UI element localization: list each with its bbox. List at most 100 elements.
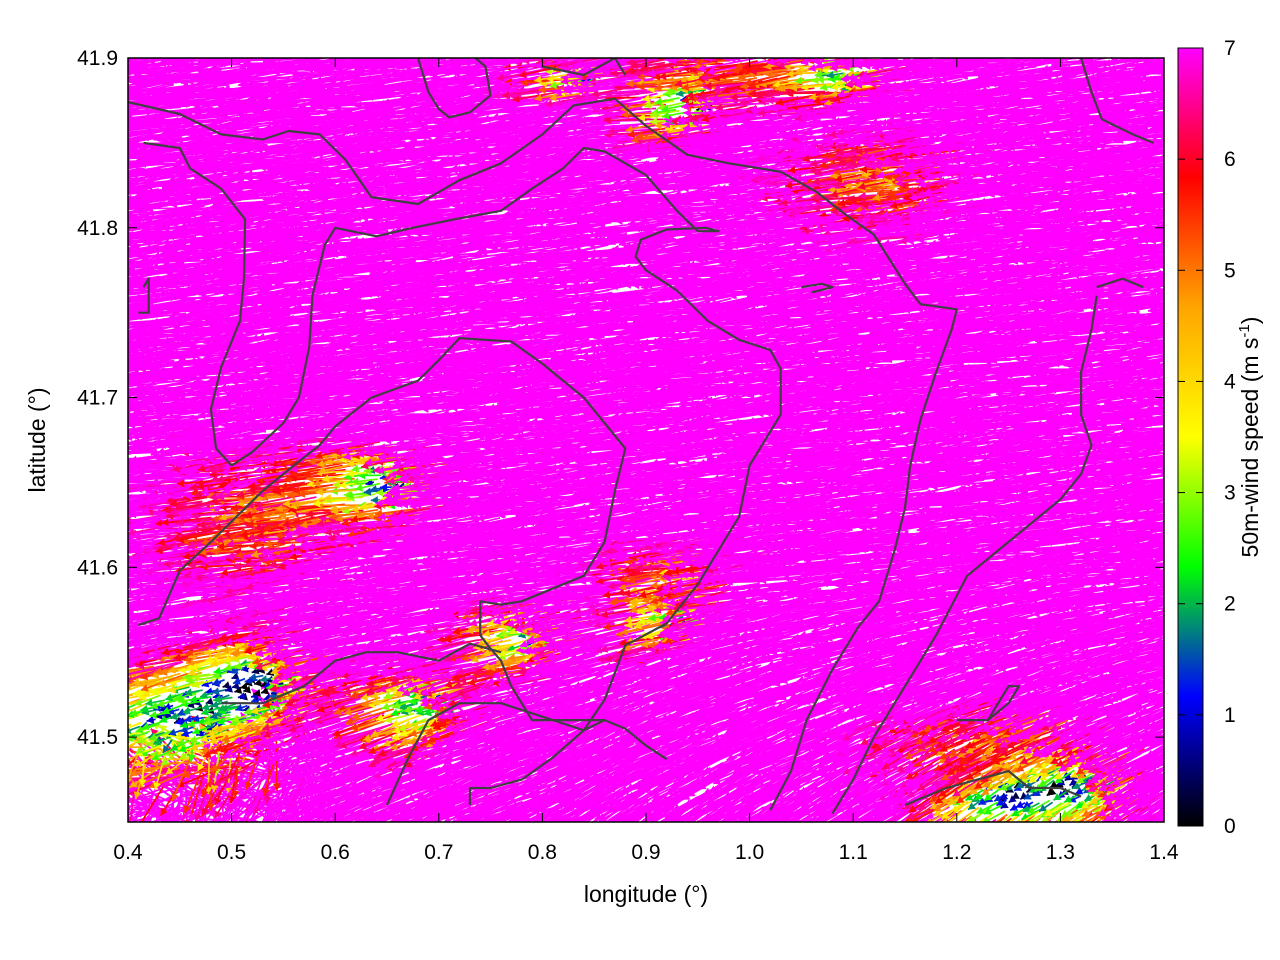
wind-vector-head <box>1085 831 1093 838</box>
wind-vector-head <box>542 868 550 875</box>
wind-vector <box>88 810 116 883</box>
wind-vector-head <box>457 845 465 852</box>
wind-vector-head <box>694 839 702 846</box>
wind-vector <box>46 800 109 846</box>
wind-vector-head <box>722 827 730 835</box>
wind-vector-head <box>832 866 840 874</box>
wind-vector-head <box>352 832 360 840</box>
wind-vector-head <box>266 827 274 835</box>
wind-vector-head <box>1063 880 1071 888</box>
wind-vector-head <box>274 827 281 835</box>
wind-vector <box>520 817 530 822</box>
wind-vector-head <box>272 821 274 822</box>
wind-vector-head <box>584 821 586 822</box>
wind-vector-head <box>284 851 291 859</box>
wind-vector-head <box>1052 826 1060 833</box>
wind-vector-head <box>747 866 755 874</box>
wind-vector-head <box>159 883 166 891</box>
wind-vector-head <box>434 815 442 822</box>
wind-vector <box>1032 817 1041 822</box>
wind-vector-head <box>187 887 195 894</box>
wind-vector-head <box>286 862 294 870</box>
wind-vector-head <box>520 857 528 864</box>
wind-vector-head <box>266 835 274 842</box>
wind-vector-head <box>494 866 502 873</box>
wind-vector <box>770 828 831 876</box>
wind-vector-head <box>232 831 240 838</box>
wind-vector-head <box>814 872 822 879</box>
wind-vector-head <box>676 869 684 877</box>
wind-vector-head <box>505 846 513 853</box>
wind-vector <box>250 824 328 826</box>
wind-vector-head <box>577 844 585 851</box>
wind-vector-head <box>704 859 712 866</box>
wind-vector-head <box>656 822 664 829</box>
wind-vector-head <box>373 828 381 835</box>
wind-vector-head <box>469 857 477 865</box>
wind-vector-head <box>791 873 799 880</box>
wind-vector-head <box>93 893 100 901</box>
wind-vector <box>972 836 1031 881</box>
wind-vector <box>628 816 637 822</box>
wind-vector <box>665 828 731 870</box>
wind-vector-head <box>376 866 384 873</box>
wind-vector <box>128 815 138 822</box>
wind-vector-head <box>813 837 821 844</box>
wind-vector-head <box>385 846 393 853</box>
wind-vector-head <box>561 869 569 877</box>
wind-vector-head <box>376 827 384 834</box>
wind-vector-head <box>1137 846 1145 853</box>
wind-vector-head <box>786 841 794 849</box>
wind-vector <box>1138 818 1146 822</box>
wind-vector-head <box>68 758 76 766</box>
wind-vector <box>56 791 113 833</box>
wind-vector-head <box>775 844 783 851</box>
wind-vector-head <box>1159 831 1167 838</box>
wind-vector-head <box>773 841 781 848</box>
wind-vector <box>48 824 112 869</box>
wind-vector-head <box>681 839 689 846</box>
wind-vector-head <box>941 811 950 819</box>
wind-vector-head <box>66 810 73 818</box>
wind-vector-head <box>44 771 52 779</box>
wind-vector-head <box>170 887 178 895</box>
wind-vector <box>561 827 619 876</box>
wind-vector-head <box>174 827 181 835</box>
wind-vector-head <box>1044 809 1053 817</box>
wind-vector-head <box>71 780 79 788</box>
wind-vector-head <box>754 877 762 884</box>
wind-vector-head <box>854 826 862 833</box>
wind-vector-head <box>1048 787 1057 796</box>
wind-vector-head <box>111 870 119 878</box>
wind-vector-head <box>461 848 469 855</box>
wind-vector-head <box>900 880 908 887</box>
wind-vector-head <box>754 821 755 822</box>
wind-vector <box>101 766 121 821</box>
wind-vector-head <box>158 885 166 893</box>
wind-vector-head <box>981 855 989 862</box>
wind-vector-head <box>456 844 464 851</box>
wind-vector-head <box>1015 800 1024 808</box>
wind-vector-head <box>1126 849 1134 856</box>
wind-vector-head <box>1095 854 1103 861</box>
wind-vector-head <box>709 868 717 875</box>
wind-vector-head <box>126 833 134 841</box>
wind-vector <box>128 788 137 794</box>
wind-vector-head <box>934 837 942 844</box>
wind-vector <box>256 835 284 907</box>
wind-vector-head <box>745 823 753 830</box>
wind-vector-head <box>159 815 168 822</box>
wind-vector <box>986 830 1038 862</box>
wind-vector-head <box>101 794 109 801</box>
wind-vector-head <box>278 857 286 864</box>
wind-vector-head <box>368 814 376 822</box>
wind-vector-head <box>882 833 890 840</box>
wind-vector-head <box>784 841 792 849</box>
wind-vector <box>714 801 747 822</box>
wind-vector-head <box>793 842 801 849</box>
wind-vector-head <box>1074 817 1081 822</box>
wind-vector <box>983 841 1050 881</box>
wind-vector <box>71 808 110 876</box>
wind-vector-head <box>439 872 447 879</box>
wind-vector-head <box>44 777 52 785</box>
